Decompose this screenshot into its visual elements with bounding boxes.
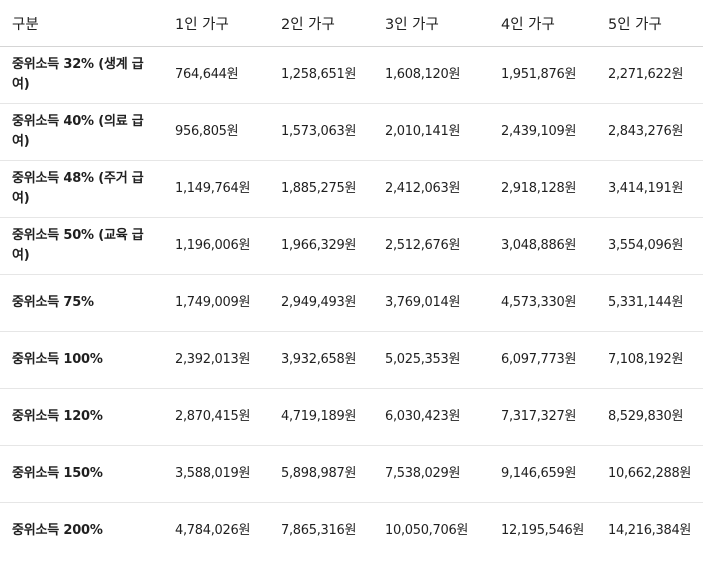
row-label: 중위소득 75% — [0, 274, 163, 332]
cell-2-person: 2,949,493원 — [269, 274, 373, 332]
cell-1-person: 1,149,764원 — [163, 160, 269, 218]
table-header: 구분 1인 가구 2인 가구 3인 가구 4인 가구 5인 가구 — [0, 0, 703, 47]
cell-4-person: 3,048,886원 — [489, 217, 596, 275]
cell-4-person: 6,097,773원 — [489, 331, 596, 389]
row-label: 중위소득 50% (교육 급여) — [0, 217, 163, 275]
cell-5-person: 3,554,096원 — [596, 217, 703, 275]
cell-4-person: 9,146,659원 — [489, 445, 596, 503]
header-2-person: 2인 가구 — [269, 0, 373, 47]
cell-5-person: 2,843,276원 — [596, 103, 703, 161]
cell-4-person: 2,918,128원 — [489, 160, 596, 218]
cell-1-person: 764,644원 — [163, 46, 269, 104]
table-row: 중위소득 40% (의료 급여) 956,805원 1,573,063원 2,0… — [0, 103, 703, 161]
table-row: 중위소득 75% 1,749,009원 2,949,493원 3,769,014… — [0, 274, 703, 332]
row-label: 중위소득 150% — [0, 445, 163, 503]
cell-1-person: 2,392,013원 — [163, 331, 269, 389]
cell-4-person: 1,951,876원 — [489, 46, 596, 104]
cell-5-person: 5,331,144원 — [596, 274, 703, 332]
header-category: 구분 — [0, 0, 163, 47]
cell-2-person: 7,865,316원 — [281, 523, 357, 538]
cell-4-person: 2,439,109원 — [489, 103, 596, 161]
cell-2-person: 4,719,189원 — [269, 388, 373, 446]
cell-4-person: 12,195,546원 — [501, 523, 585, 538]
cell-3-person: 10,050,706원 — [385, 523, 469, 538]
header-row: 구분 1인 가구 2인 가구 3인 가구 4인 가구 5인 가구 — [0, 0, 703, 47]
table-row: 중위소득 48% (주거 급여) 1,149,764원 1,885,275원 2… — [0, 160, 703, 218]
header-3-person: 3인 가구 — [373, 0, 489, 47]
cell-5-person: 2,271,622원 — [596, 46, 703, 104]
cell-5-person: 8,529,830원 — [596, 388, 703, 446]
table-row: 중위소득 150% 3,588,019원 5,898,987원 7,538,02… — [0, 445, 703, 503]
cell-4-person: 7,317,327원 — [489, 388, 596, 446]
table-row: 중위소득 32% (생계 급여) 764,644원 1,258,651원 1,6… — [0, 46, 703, 104]
cell-3-person: 1,608,120원 — [373, 46, 489, 104]
cell-3-person: 2,010,141원 — [373, 103, 489, 161]
header-1-person: 1인 가구 — [163, 0, 269, 47]
row-label: 중위소득 32% (생계 급여) — [0, 46, 163, 104]
cell-1-person: 4,784,026원 — [175, 523, 251, 538]
row-label: 중위소득 120% — [0, 388, 163, 446]
table-row: 중위소득 100% 2,392,013원 3,932,658원 5,025,35… — [0, 331, 703, 389]
cell-3-person: 2,512,676원 — [373, 217, 489, 275]
cell-1-person: 956,805원 — [163, 103, 269, 161]
table-row: 중위소득 50% (교육 급여) 1,196,006원 1,966,329원 2… — [0, 217, 703, 275]
row-label: 중위소득 48% (주거 급여) — [0, 160, 163, 218]
cell-2-person: 1,258,651원 — [269, 46, 373, 104]
cell-2-person: 1,885,275원 — [269, 160, 373, 218]
table-body: 중위소득 32% (생계 급여) 764,644원 1,258,651원 1,6… — [0, 46, 703, 560]
cell-2-person: 5,898,987원 — [269, 445, 373, 503]
cell-4-person: 4,573,330원 — [489, 274, 596, 332]
cell-2-person: 1,966,329원 — [269, 217, 373, 275]
cell-5-person: 14,216,384원 — [608, 523, 692, 538]
cell-1-person: 1,196,006원 — [163, 217, 269, 275]
header-5-person: 5인 가구 — [596, 0, 703, 47]
cell-5-person: 3,414,191원 — [596, 160, 703, 218]
cell-2-person: 1,573,063원 — [269, 103, 373, 161]
table-row: 중위소득 120% 2,870,415원 4,719,189원 6,030,42… — [0, 388, 703, 446]
header-4-person: 4인 가구 — [489, 0, 596, 47]
cell-3-person: 6,030,423원 — [373, 388, 489, 446]
row-label: 중위소득 200% — [12, 523, 103, 538]
cell-1-person: 1,749,009원 — [163, 274, 269, 332]
cell-3-person: 3,769,014원 — [373, 274, 489, 332]
cell-3-person: 5,025,353원 — [373, 331, 489, 389]
cell-5-person: 10,662,288원 — [596, 445, 703, 503]
table-row: 중위소득 200% 4,784,026원 7,865,316원 10,050,7… — [0, 503, 703, 560]
cell-2-person: 3,932,658원 — [269, 331, 373, 389]
row-label: 중위소득 100% — [0, 331, 163, 389]
cell-3-person: 2,412,063원 — [373, 160, 489, 218]
cell-3-person: 7,538,029원 — [373, 445, 489, 503]
cell-5-person: 7,108,192원 — [596, 331, 703, 389]
cell-1-person: 2,870,415원 — [163, 388, 269, 446]
row-label: 중위소득 40% (의료 급여) — [0, 103, 163, 161]
cell-1-person: 3,588,019원 — [163, 445, 269, 503]
